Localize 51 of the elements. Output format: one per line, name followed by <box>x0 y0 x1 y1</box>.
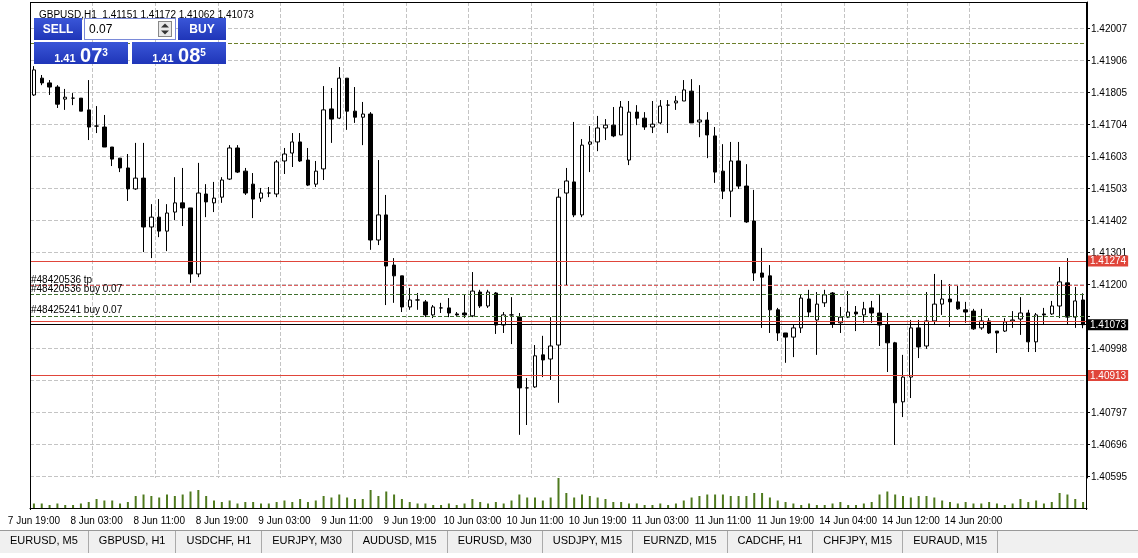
x-tick-label: 9 Jun 19:00 <box>383 514 437 526</box>
y-tick-label: 1.41503 <box>1091 182 1128 194</box>
x-tick-label: 9 Jun 11:00 <box>321 514 374 526</box>
y-tick-label: 1.42007 <box>1091 22 1128 34</box>
text: EURUSD, M30 <box>447 531 543 553</box>
x-tick-label: 11 Jun 11:00 <box>694 514 752 526</box>
y-tick-label: 1.41805 <box>1091 86 1128 98</box>
x-tick-label: 8 Jun 19:00 <box>195 514 249 526</box>
y-tick-label: 1.41603 <box>1091 151 1128 163</box>
x-tick-label: 10 Jun 19:00 <box>568 514 627 526</box>
ref-line-label: #48425241 buy 0.07 <box>31 304 123 316</box>
x-tick-label: 14 Jun 04:00 <box>819 514 878 526</box>
y-tick-label: 1.41402 <box>1091 214 1128 226</box>
x-tick-label: 11 Jun 03:00 <box>631 514 690 526</box>
annotation: 1.41 07$^{3}$ <box>54 44 108 67</box>
text: GBPUSD,H1 1.41151 1.41172 1.41062 1.41073 <box>39 8 255 20</box>
ref-line-label: 1.41073 <box>1090 319 1127 331</box>
annotation: BUY <box>178 18 226 40</box>
ref-line-label: #48420536 buy 0.07 <box>31 283 123 295</box>
x-tick-label: 8 Jun 03:00 <box>70 514 124 526</box>
x-tick-label: 10 Jun 11:00 <box>506 514 564 526</box>
text: GBPUSD, H1 <box>88 531 177 553</box>
text: CADCHF, H1 <box>727 531 814 553</box>
ref-line-label: 1.40913 <box>1090 370 1127 381</box>
text: EURNZD, M15 <box>633 531 728 553</box>
y-tick-label: 1.40595 <box>1091 470 1128 482</box>
x-tick-label: 11 Jun 19:00 <box>757 514 815 526</box>
x-tick-label: 9 Jun 03:00 <box>258 514 312 526</box>
y-tick-label: 1.40696 <box>1091 438 1128 450</box>
text: EURAUD, M15 <box>903 531 999 553</box>
annotation: SELL <box>34 18 82 40</box>
text: USDJPY, M15 <box>542 531 634 553</box>
x-tick-label: 14 Jun 20:00 <box>944 514 1003 526</box>
y-tick-label: 1.41301 <box>1091 246 1128 258</box>
annotation: 1.41 08$^{5}$ <box>152 44 206 67</box>
text: USDCHF, H1 <box>176 531 263 553</box>
x-tick-label: 10 Jun 03:00 <box>443 514 502 526</box>
y-tick-label: 1.40998 <box>1091 343 1128 355</box>
text: CHFJPY, M15 <box>813 531 904 553</box>
x-tick-label: 7 Jun 19:00 <box>7 514 61 526</box>
text: EURUSD, M5 <box>0 531 89 553</box>
x-tick-label: 14 Jun 12:00 <box>881 514 941 526</box>
ref-line-label: 1.41274 <box>1090 255 1127 267</box>
y-tick-label: 1.41200 <box>1091 278 1128 290</box>
y-tick-label: 1.40797 <box>1091 406 1128 418</box>
text: EURJPY, M30 <box>262 531 353 553</box>
y-tick-label: 1.41906 <box>1091 54 1128 66</box>
lot-size-field: 0.07 <box>84 18 176 40</box>
x-tick-label: 8 Jun 11:00 <box>133 514 186 526</box>
y-tick-label: 1.41704 <box>1091 118 1128 130</box>
text: AUDUSD, M15 <box>352 531 448 553</box>
